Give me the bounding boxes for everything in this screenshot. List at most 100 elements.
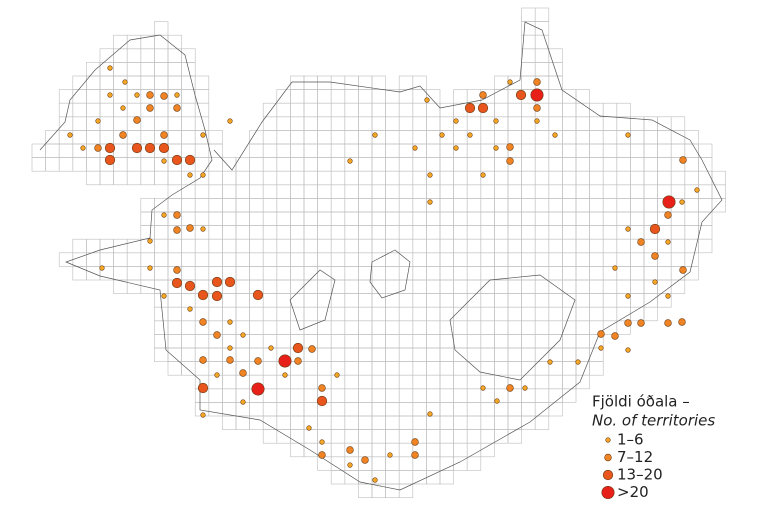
grid-cell — [222, 225, 237, 240]
grid-cell — [480, 211, 495, 226]
grid-cell — [534, 388, 550, 403]
territory-dot — [534, 118, 540, 124]
territory-dot — [173, 226, 181, 234]
grid-cell — [412, 293, 427, 308]
grid-cell — [303, 252, 318, 267]
grid-cell — [371, 293, 386, 308]
legend-label: 7–12 — [617, 448, 653, 466]
grid-cell — [521, 170, 536, 186]
grid-cell — [521, 7, 536, 22]
grid-cell — [616, 116, 631, 131]
grid-cell — [154, 320, 169, 335]
grid-cell — [398, 483, 414, 498]
grid-cell — [466, 429, 482, 444]
grid-cell — [494, 89, 509, 104]
grid-cell — [534, 48, 550, 63]
grid-cell — [453, 429, 468, 444]
grid-cell — [290, 320, 305, 335]
grid-cell — [385, 374, 400, 390]
grid-cell — [194, 238, 210, 254]
grid-cell — [589, 143, 604, 158]
grid-cell — [290, 279, 305, 294]
territory-dot — [144, 142, 156, 154]
grid-cell — [276, 89, 291, 104]
grid-cell — [181, 347, 196, 362]
grid-cell — [602, 102, 618, 118]
grid-cell — [575, 334, 590, 349]
grid-cell — [235, 306, 250, 322]
grid-cell — [398, 442, 414, 458]
grid-cell — [344, 170, 359, 186]
grid-cell — [521, 238, 536, 254]
territory-dot — [637, 238, 645, 246]
grid-cell — [371, 143, 386, 158]
grid-cell — [249, 266, 264, 281]
grid-cell — [562, 347, 577, 362]
grid-cell — [575, 130, 590, 145]
grid-cell — [562, 211, 577, 226]
grid-cell — [290, 306, 305, 322]
grid-cell — [290, 388, 305, 403]
grid-cell — [167, 198, 182, 213]
territory-dot — [439, 132, 445, 138]
grid-cell — [181, 238, 196, 254]
territory-dot — [199, 356, 207, 364]
grid-cell — [249, 334, 264, 349]
territory-dot — [282, 372, 288, 378]
grid-cell — [466, 89, 482, 104]
territory-dot — [679, 266, 687, 274]
grid-cell — [426, 442, 441, 458]
grid-cell — [412, 130, 427, 145]
grid-cell — [330, 470, 346, 485]
grid-cell — [507, 306, 522, 322]
grid-cell — [208, 211, 223, 226]
grid-cell — [521, 402, 536, 417]
grid-cell — [222, 238, 237, 254]
grid-cell — [140, 75, 155, 90]
grid-cell — [358, 102, 373, 118]
grid-cell — [562, 116, 577, 131]
grid-cell — [330, 116, 346, 131]
territory-dot — [361, 456, 369, 464]
territory-dot — [147, 265, 153, 271]
grid-cell — [589, 198, 604, 213]
territory-dot — [292, 342, 304, 354]
grid-cell — [330, 442, 346, 458]
grid-cell — [235, 347, 250, 362]
grid-cell — [194, 75, 210, 90]
grid-cell — [548, 252, 563, 267]
territory-dot — [453, 145, 459, 151]
grid-cell — [385, 252, 400, 267]
grid-cell — [616, 170, 631, 186]
territory-dot — [597, 330, 605, 338]
territory-dot — [95, 118, 101, 124]
grid-cell — [344, 374, 359, 390]
grid-cell — [371, 184, 386, 199]
grid-cell — [358, 361, 373, 376]
grid-cell — [262, 429, 278, 444]
grid-cell — [154, 34, 169, 50]
grid-cell — [521, 266, 536, 281]
grid-cell — [222, 157, 237, 172]
grid-cell — [494, 102, 509, 118]
grid-cell — [426, 266, 441, 281]
grid-cell — [126, 48, 142, 63]
grid-cell — [630, 143, 645, 158]
grid-cell — [494, 415, 509, 430]
grid-cell — [602, 116, 618, 131]
grid-cell — [453, 415, 468, 430]
grid-cell — [113, 266, 128, 281]
grid-cell — [344, 470, 359, 485]
grid-cell — [72, 238, 87, 254]
grid-cell — [534, 130, 550, 145]
grid-cell — [249, 252, 264, 267]
grid-cell — [167, 89, 182, 104]
grid-cell — [657, 293, 672, 308]
grid-cell — [276, 306, 291, 322]
grid-cell — [548, 402, 563, 417]
grid-cell — [58, 102, 74, 118]
grid-cell — [562, 170, 577, 186]
grid-cell — [562, 143, 577, 158]
grid-cell — [439, 211, 454, 226]
territory-dot — [611, 332, 619, 340]
